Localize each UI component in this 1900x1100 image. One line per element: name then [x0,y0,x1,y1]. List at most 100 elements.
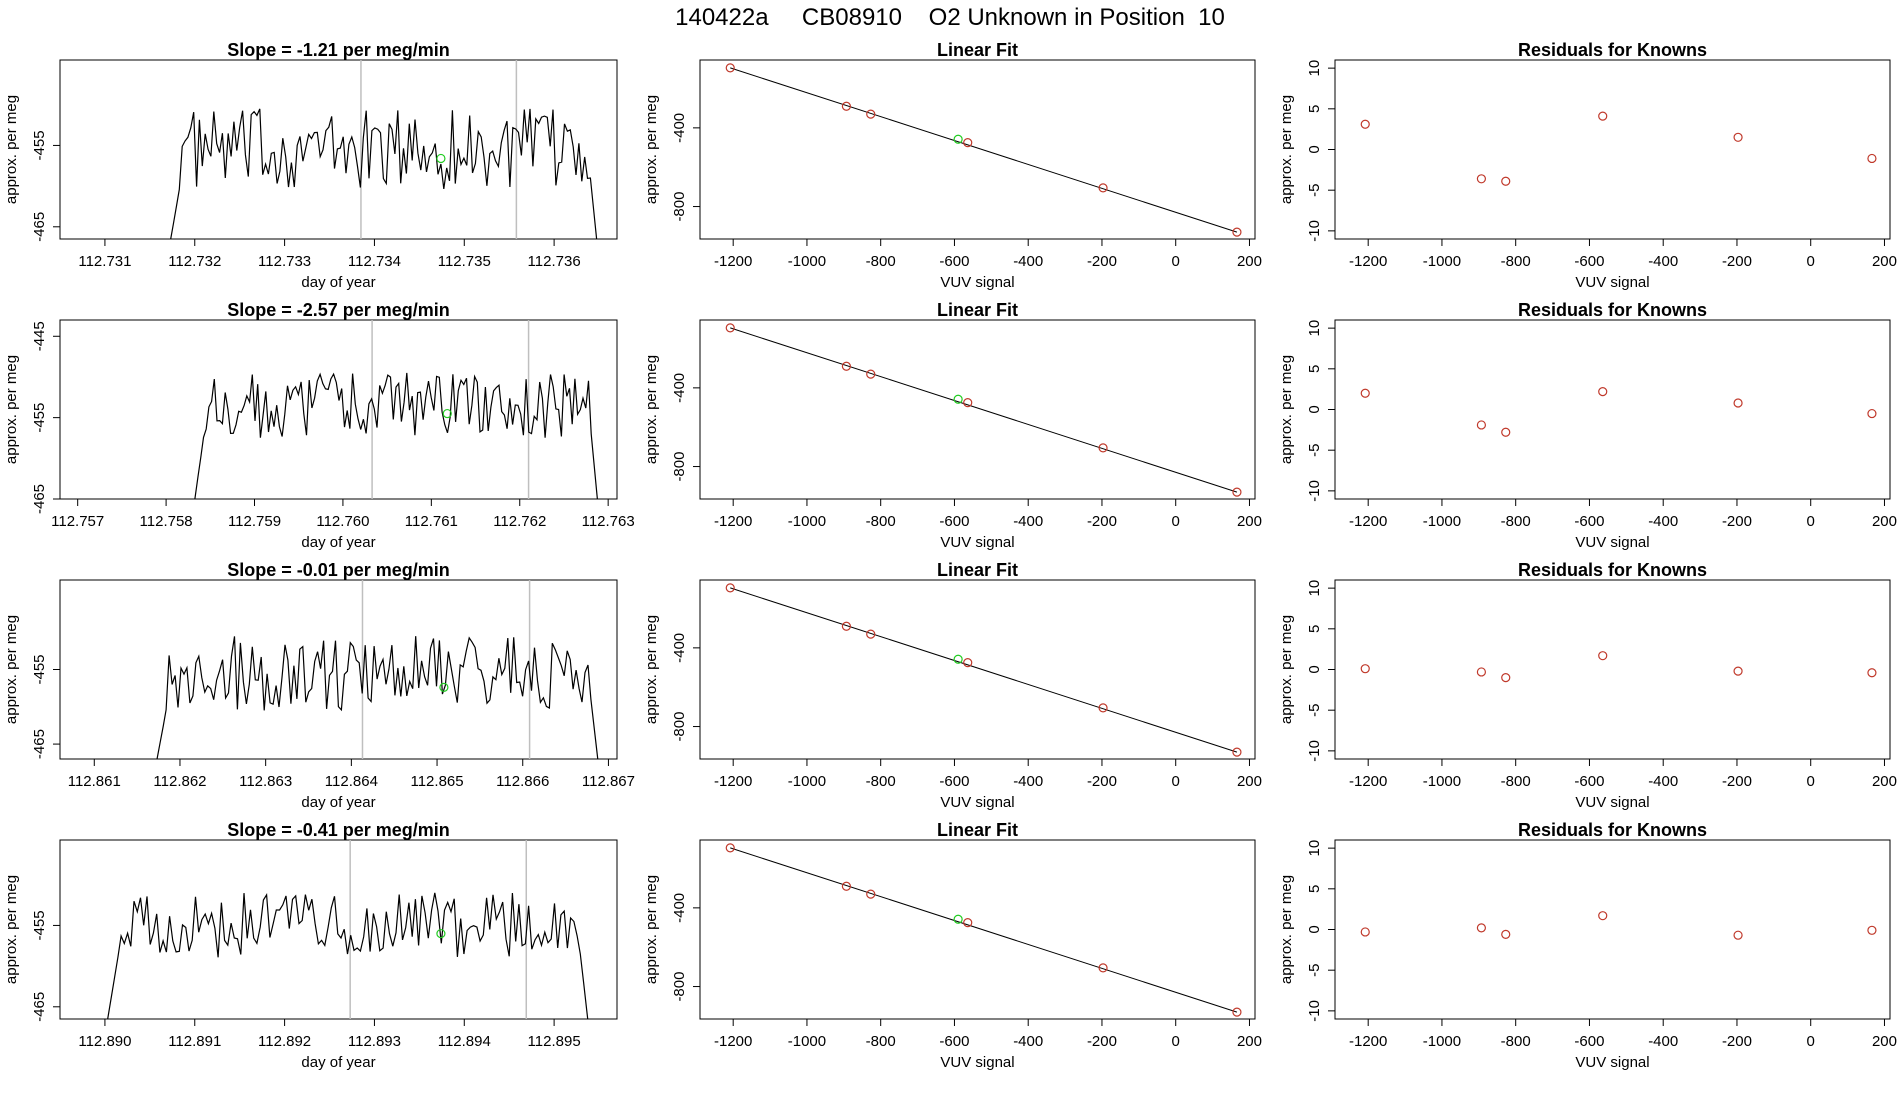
x-tick-label: -400 [1013,773,1043,790]
x-tick-label: -600 [939,513,969,530]
known-point [963,918,973,928]
y-tick-label: -465 [31,729,48,759]
x-tick-label: -1200 [1349,513,1387,530]
residual-point [1501,176,1511,186]
y-axis-label: approx. per meg [1278,95,1295,204]
x-tick-label: 112.892 [258,1033,311,1050]
residual-point [1733,930,1743,940]
x-tick-label: -600 [1574,253,1604,270]
chart-title: Residuals for Knowns [1518,300,1707,320]
unknown-point [953,914,963,924]
x-tick-label: -200 [1087,1033,1117,1050]
y-axis-label: approx. per meg [1278,875,1295,984]
x-tick-label: -200 [1087,513,1117,530]
x-tick-label: 112.895 [528,1033,581,1050]
x-axis-label: day of year [301,794,375,811]
x-tick-label: 112.732 [168,253,221,270]
known-point [1098,963,1108,973]
chart-title: Linear Fit [937,300,1018,320]
plot-frame [59,59,618,240]
chart-title: Slope = -0.41 per meg/min [227,820,450,840]
unknown-point [436,928,446,939]
y-tick-label: 0 [1306,405,1323,413]
y-tick-label: -455 [31,130,48,160]
plot-area [1360,387,1877,437]
known-point [841,361,852,371]
x-tick-label: -600 [939,1033,969,1050]
known-point [963,138,973,148]
x-tick-label: -400 [1648,1033,1678,1050]
y-tick-label: -400 [671,893,688,923]
residual-point [1598,651,1608,661]
y-tick-label: 5 [1306,365,1323,373]
x-tick-label: -200 [1087,773,1117,790]
data-trace [107,892,589,1019]
y-tick-label: -800 [671,452,688,482]
x-tick-label: 200 [1872,1033,1897,1050]
x-axis-label: VUV signal [940,534,1014,551]
y-tick-label: 5 [1306,105,1323,113]
x-tick-label: -200 [1722,513,1752,530]
x-axis-label: VUV signal [1575,534,1649,551]
panel-2-1 [53,319,618,506]
plot-area [156,580,599,759]
x-tick-label: 112.894 [438,1033,491,1050]
known-point [841,101,852,111]
y-tick-label: -455 [31,654,48,684]
data-trace [170,108,598,239]
panel-3-2 [693,579,1256,766]
residual-point [1733,666,1743,676]
y-tick-label: -800 [671,712,688,742]
known-point [725,323,735,333]
residual-point [1360,927,1370,937]
known-point [963,658,973,668]
known-point [725,63,735,73]
y-tick-label: -5 [1306,964,1323,977]
x-tick-label: -200 [1722,773,1752,790]
plot-area [725,843,1242,1017]
plot-frame [699,839,1256,1020]
x-tick-label: -200 [1722,253,1752,270]
y-tick-label: -455 [31,403,48,433]
plot-frame [1334,59,1891,240]
y-tick-label: -10 [1306,740,1323,762]
x-tick-label: 112.893 [348,1033,401,1050]
known-point [1098,443,1108,453]
x-tick-label: 112.733 [258,253,311,270]
x-tick-label: -800 [1501,513,1531,530]
residual-point [1867,408,1877,419]
plot-area [194,320,598,499]
y-axis-label: approx. per meg [643,355,660,464]
plot-area [725,63,1242,237]
known-point [866,629,876,639]
x-tick-label: 200 [1237,773,1262,790]
panel-3-3 [1328,579,1891,766]
x-tick-label: 112.762 [493,513,546,530]
y-tick-label: -5 [1306,444,1323,457]
plot-frame [699,579,1256,760]
x-tick-label: -400 [1013,513,1043,530]
x-tick-label: -1000 [788,513,826,530]
plot-frame [699,319,1256,500]
x-tick-label: 0 [1172,773,1180,790]
fit-line [730,327,1238,493]
fit-line [730,847,1238,1013]
x-tick-label: 112.867 [582,773,635,790]
plot-area [1360,111,1877,186]
known-point [866,109,876,119]
x-tick-label: 0 [1172,1033,1180,1050]
x-axis-label: VUV signal [1575,794,1649,811]
known-point [841,621,852,631]
x-tick-label: -800 [866,773,896,790]
residual-point [1360,388,1370,398]
known-point [866,889,876,899]
y-axis-label: approx. per meg [1278,355,1295,464]
y-tick-label: -465 [31,484,48,514]
y-tick-label: -400 [671,113,688,143]
x-axis-label: VUV signal [940,794,1014,811]
plot-area [725,323,1242,497]
known-point [1232,487,1242,497]
x-tick-label: 0 [1807,1033,1815,1050]
y-axis-label: approx. per meg [643,615,660,724]
page-title: 140422a CB08910 O2 Unknown in Position 1… [675,4,1225,31]
